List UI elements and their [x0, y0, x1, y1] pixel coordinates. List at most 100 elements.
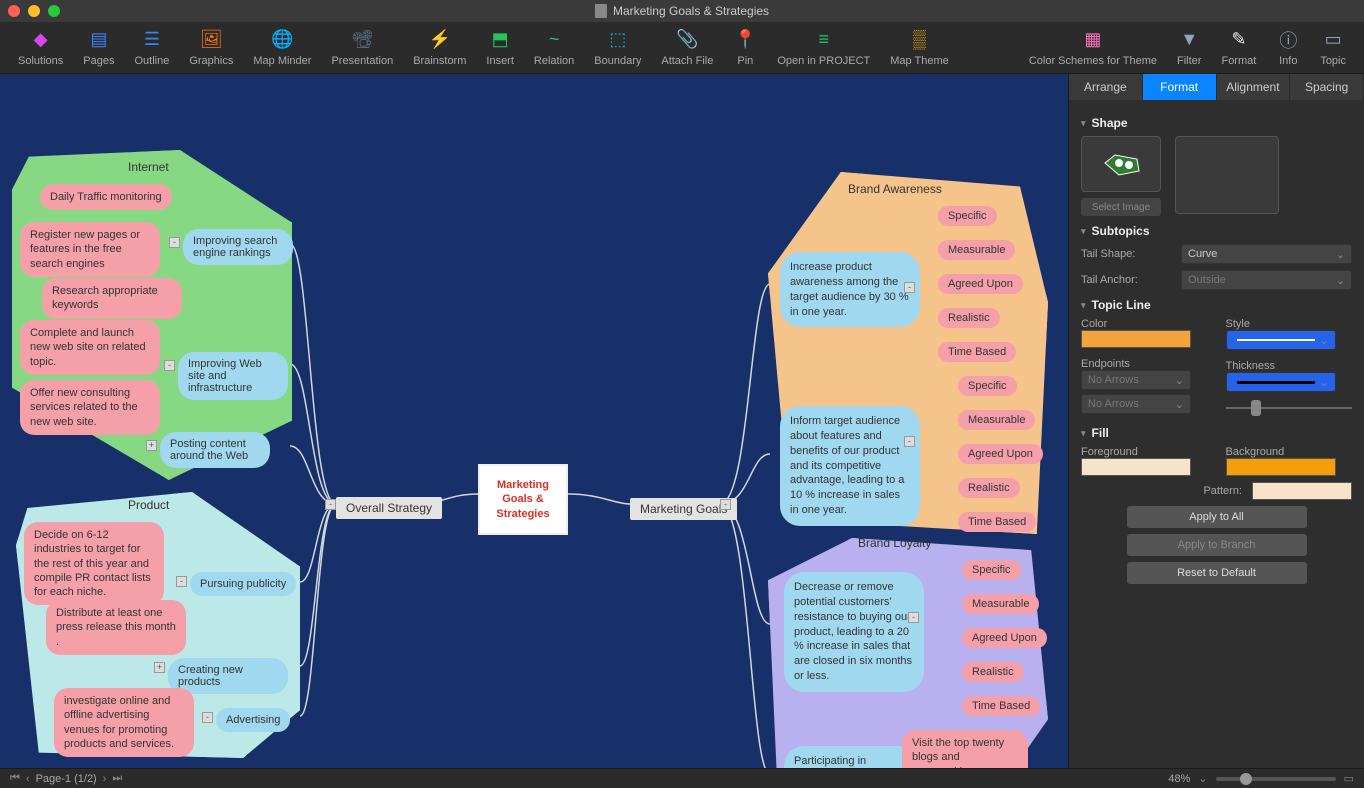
- view-mode-icon[interactable]: ▭: [1344, 772, 1354, 785]
- smart-leaf[interactable]: Measurable: [962, 594, 1039, 614]
- toolbar-format-button[interactable]: ✎Format: [1211, 27, 1266, 69]
- topic[interactable]: Improving search engine rankings: [183, 229, 293, 265]
- topic[interactable]: Pursuing publicity: [190, 572, 296, 596]
- toolbar-graphics-button[interactable]: 🖼Graphics: [179, 27, 243, 69]
- background-swatch[interactable]: [1226, 458, 1336, 476]
- leaf[interactable]: Research appropriate keywords: [42, 278, 182, 319]
- toolbar-info-button[interactable]: ⓘInfo: [1266, 27, 1310, 69]
- topic[interactable]: Inform target audience about features an…: [780, 406, 920, 526]
- expand-toggle[interactable]: +: [154, 662, 165, 673]
- toolbar-topic-button[interactable]: ▭Topic: [1310, 27, 1356, 69]
- maximize-window-button[interactable]: [48, 5, 60, 17]
- toolbar-pages-button[interactable]: ▤Pages: [73, 27, 124, 69]
- topic[interactable]: Decrease or remove potential customers' …: [784, 572, 924, 692]
- branch-overall-strategy[interactable]: Overall Strategy: [336, 497, 442, 519]
- expand-toggle[interactable]: -: [720, 499, 731, 510]
- smart-leaf[interactable]: Specific: [962, 560, 1021, 580]
- shape-section-header[interactable]: Shape: [1081, 116, 1352, 130]
- smart-leaf[interactable]: Time Based: [958, 512, 1036, 532]
- subtopics-section-header[interactable]: Subtopics: [1081, 224, 1352, 238]
- smart-leaf[interactable]: Agreed Upon: [962, 628, 1047, 648]
- expand-toggle[interactable]: -: [904, 282, 915, 293]
- toolbar-relation-button[interactable]: ~Relation: [524, 27, 584, 69]
- leaf[interactable]: Register new pages or features in the fr…: [20, 222, 160, 277]
- expand-toggle[interactable]: -: [169, 237, 180, 248]
- toolbar-openproject-button[interactable]: ≡Open in PROJECT: [767, 27, 880, 69]
- page-last-icon[interactable]: ⏭: [112, 772, 122, 785]
- topic[interactable]: Posting content around the Web: [160, 432, 270, 468]
- toolbar-solutions-button[interactable]: ◆Solutions: [8, 27, 73, 69]
- endpoint-end-dropdown[interactable]: No Arrows: [1081, 394, 1191, 414]
- group-title[interactable]: Product: [128, 498, 169, 512]
- smart-leaf[interactable]: Agreed Upon: [958, 444, 1043, 464]
- smart-leaf[interactable]: Specific: [938, 206, 997, 226]
- topic[interactable]: Increase product awareness among the tar…: [780, 252, 920, 327]
- smart-leaf[interactable]: Time Based: [962, 696, 1040, 716]
- panel-tab-alignment[interactable]: Alignment: [1217, 74, 1291, 100]
- expand-toggle[interactable]: +: [146, 440, 157, 451]
- leaf[interactable]: investigate online and offline advertisi…: [54, 688, 194, 757]
- leaf[interactable]: Distribute at least one press release th…: [46, 600, 186, 655]
- expand-toggle[interactable]: -: [202, 712, 213, 723]
- panel-tab-arrange[interactable]: Arrange: [1069, 74, 1143, 100]
- foreground-swatch[interactable]: [1081, 458, 1191, 476]
- group-title[interactable]: Brand Loyalty: [858, 536, 931, 550]
- expand-toggle[interactable]: -: [164, 360, 175, 371]
- select-image-button[interactable]: Select Image: [1081, 198, 1161, 216]
- panel-tab-spacing[interactable]: Spacing: [1290, 74, 1364, 100]
- minimize-window-button[interactable]: [28, 5, 40, 17]
- toolbar-boundary-button[interactable]: ⬚Boundary: [584, 27, 651, 69]
- page-next-icon[interactable]: ›: [103, 773, 107, 785]
- toolbar-outline-button[interactable]: ☰Outline: [124, 27, 179, 69]
- topicline-color-swatch[interactable]: [1081, 330, 1191, 348]
- smart-leaf[interactable]: Realistic: [962, 662, 1024, 682]
- thickness-slider[interactable]: [1226, 398, 1353, 418]
- center-node[interactable]: Marketing Goals & Strategies: [478, 464, 568, 535]
- smart-leaf[interactable]: Realistic: [938, 308, 1000, 328]
- zoom-dropdown-icon[interactable]: ⌄: [1198, 772, 1207, 785]
- smart-leaf[interactable]: Time Based: [938, 342, 1016, 362]
- smart-leaf[interactable]: Measurable: [958, 410, 1035, 430]
- toolbar-colorschemes-button[interactable]: ▦Color Schemes for Theme: [1019, 27, 1167, 69]
- topic[interactable]: Advertising: [216, 708, 290, 732]
- apply-to-branch-button[interactable]: Apply to Branch: [1127, 534, 1307, 556]
- leaf[interactable]: Complete and launch new web site on rela…: [20, 320, 160, 375]
- toolbar-pin-button[interactable]: 📍Pin: [723, 27, 767, 69]
- toolbar-mapminder-button[interactable]: 🌐Map Minder: [243, 27, 321, 69]
- smart-leaf[interactable]: Agreed Upon: [938, 274, 1023, 294]
- shape-selector[interactable]: [1081, 136, 1161, 192]
- reset-to-default-button[interactable]: Reset to Default: [1127, 562, 1307, 584]
- close-window-button[interactable]: [8, 5, 20, 17]
- canvas[interactable]: Internet Product Brand Awareness Brand Loya…: [0, 74, 1068, 768]
- leaf[interactable]: Visit the top twenty blogs and communiti…: [902, 730, 1028, 768]
- toolbar-attachfile-button[interactable]: 📎Attach File: [651, 27, 723, 69]
- expand-toggle[interactable]: -: [908, 612, 919, 623]
- thickness-dropdown[interactable]: [1226, 372, 1336, 392]
- tail-shape-dropdown[interactable]: Curve: [1181, 244, 1352, 264]
- topicline-section-header[interactable]: Topic Line: [1081, 298, 1352, 312]
- expand-toggle[interactable]: -: [325, 499, 336, 510]
- expand-toggle[interactable]: -: [904, 436, 915, 447]
- page-first-icon[interactable]: ⏮: [10, 772, 20, 785]
- expand-toggle[interactable]: -: [176, 576, 187, 587]
- panel-tab-format[interactable]: Format: [1143, 74, 1217, 100]
- toolbar-brainstorm-button[interactable]: ⚡Brainstorm: [403, 27, 476, 69]
- topic[interactable]: Improving Web site and infrastructure: [178, 352, 288, 400]
- page-indicator[interactable]: Page-1 (1/2): [36, 773, 97, 785]
- line-style-dropdown[interactable]: [1226, 330, 1336, 350]
- group-title[interactable]: Brand Awareness: [848, 182, 942, 196]
- leaf[interactable]: Offer new consulting services related to…: [20, 380, 160, 435]
- toolbar-insert-button[interactable]: ⬒Insert: [476, 27, 524, 69]
- toolbar-presentation-button[interactable]: 📽Presentation: [321, 27, 403, 69]
- smart-leaf[interactable]: Measurable: [938, 240, 1015, 260]
- smart-leaf[interactable]: Specific: [958, 376, 1017, 396]
- endpoint-start-dropdown[interactable]: No Arrows: [1081, 370, 1191, 390]
- zoom-level[interactable]: 48%: [1168, 773, 1190, 785]
- smart-leaf[interactable]: Realistic: [958, 478, 1020, 498]
- toolbar-maptheme-button[interactable]: ▒Map Theme: [880, 27, 959, 69]
- leaf[interactable]: Decide on 6-12 industries to target for …: [24, 522, 164, 605]
- page-prev-icon[interactable]: ‹: [26, 773, 30, 785]
- fill-section-header[interactable]: Fill: [1081, 426, 1352, 440]
- apply-to-all-button[interactable]: Apply to All: [1127, 506, 1307, 528]
- group-title[interactable]: Internet: [128, 160, 169, 174]
